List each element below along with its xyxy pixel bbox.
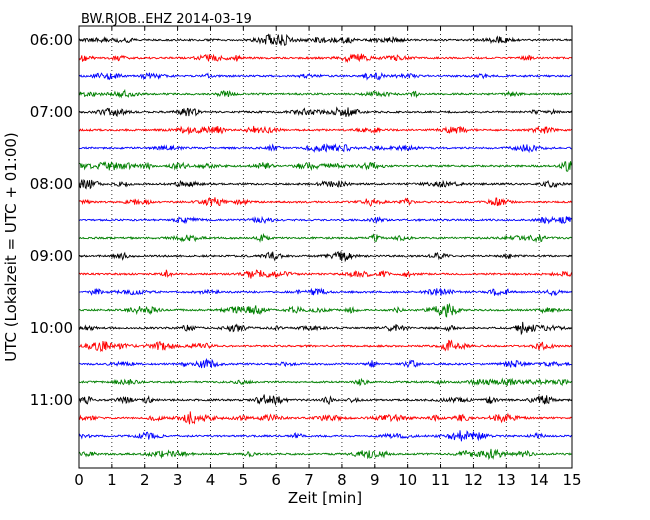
x-tick-label: 6 <box>271 471 281 489</box>
y-tick-label: 10:00 <box>30 319 73 337</box>
x-tick-label: 14 <box>530 471 549 489</box>
x-tick-label: 11 <box>431 471 450 489</box>
x-tick-label: 7 <box>304 471 314 489</box>
seismogram-traces <box>78 33 573 461</box>
x-tick-label: 2 <box>140 471 150 489</box>
chart-title: BW.RJOB..EHZ 2014-03-19 <box>81 12 252 27</box>
trace-0630 <box>78 71 573 81</box>
trace-0645 <box>78 88 573 99</box>
trace-0845 <box>78 232 573 243</box>
x-tick-label: 0 <box>74 471 84 489</box>
trace-1115 <box>78 411 573 425</box>
x-tick-label: 12 <box>464 471 483 489</box>
x-axis-ticks: 0 1 2 3 4 5 6 7 8 9 10 11 12 13 14 15 <box>74 26 582 489</box>
x-tick-label: 13 <box>497 471 516 489</box>
trace-1030 <box>78 357 573 369</box>
y-tick-label: 07:00 <box>30 103 73 121</box>
y-tick-label: 08:00 <box>30 175 73 193</box>
y-axis-ticks: 06:00 07:00 08:00 09:00 10:00 11:00 <box>30 31 572 409</box>
trace-1015 <box>79 339 573 353</box>
trace-0830 <box>78 215 573 225</box>
x-axis-label: Zeit [min] <box>288 489 362 507</box>
trace-0600 <box>78 33 573 46</box>
trace-1045 <box>78 377 573 387</box>
x-tick-label: 9 <box>370 471 380 489</box>
trace-0730 <box>78 143 573 154</box>
x-tick-label: 8 <box>337 471 347 489</box>
trace-0700 <box>78 106 573 118</box>
x-tick-label: 10 <box>398 471 417 489</box>
trace-0615 <box>78 53 573 64</box>
trace-0815 <box>78 197 573 207</box>
trace-1130 <box>78 430 573 442</box>
trace-0715 <box>78 125 573 136</box>
plot-frame <box>78 25 573 469</box>
plot-background <box>79 26 572 468</box>
y-tick-label: 11:00 <box>30 391 73 409</box>
x-tick-label: 15 <box>562 471 581 489</box>
grid-lines <box>111 26 540 468</box>
trace-0800 <box>78 179 573 190</box>
trace-0900 <box>78 251 573 263</box>
trace-1100 <box>78 394 573 407</box>
x-tick-label: 3 <box>173 471 183 489</box>
x-tick-label: 1 <box>107 471 117 489</box>
y-axis-label: UTC (Lokalzeit = UTC + 01:00) <box>2 132 20 362</box>
trace-0915 <box>78 269 573 279</box>
trace-0930 <box>78 287 573 297</box>
y-tick-label: 09:00 <box>30 247 73 265</box>
x-tick-label: 4 <box>206 471 216 489</box>
trace-1145 <box>78 448 573 461</box>
y-tick-label: 06:00 <box>30 31 73 49</box>
trace-0945 <box>78 302 573 318</box>
trace-0745 <box>78 161 573 172</box>
x-tick-label: 5 <box>239 471 249 489</box>
trace-1000 <box>78 321 573 336</box>
